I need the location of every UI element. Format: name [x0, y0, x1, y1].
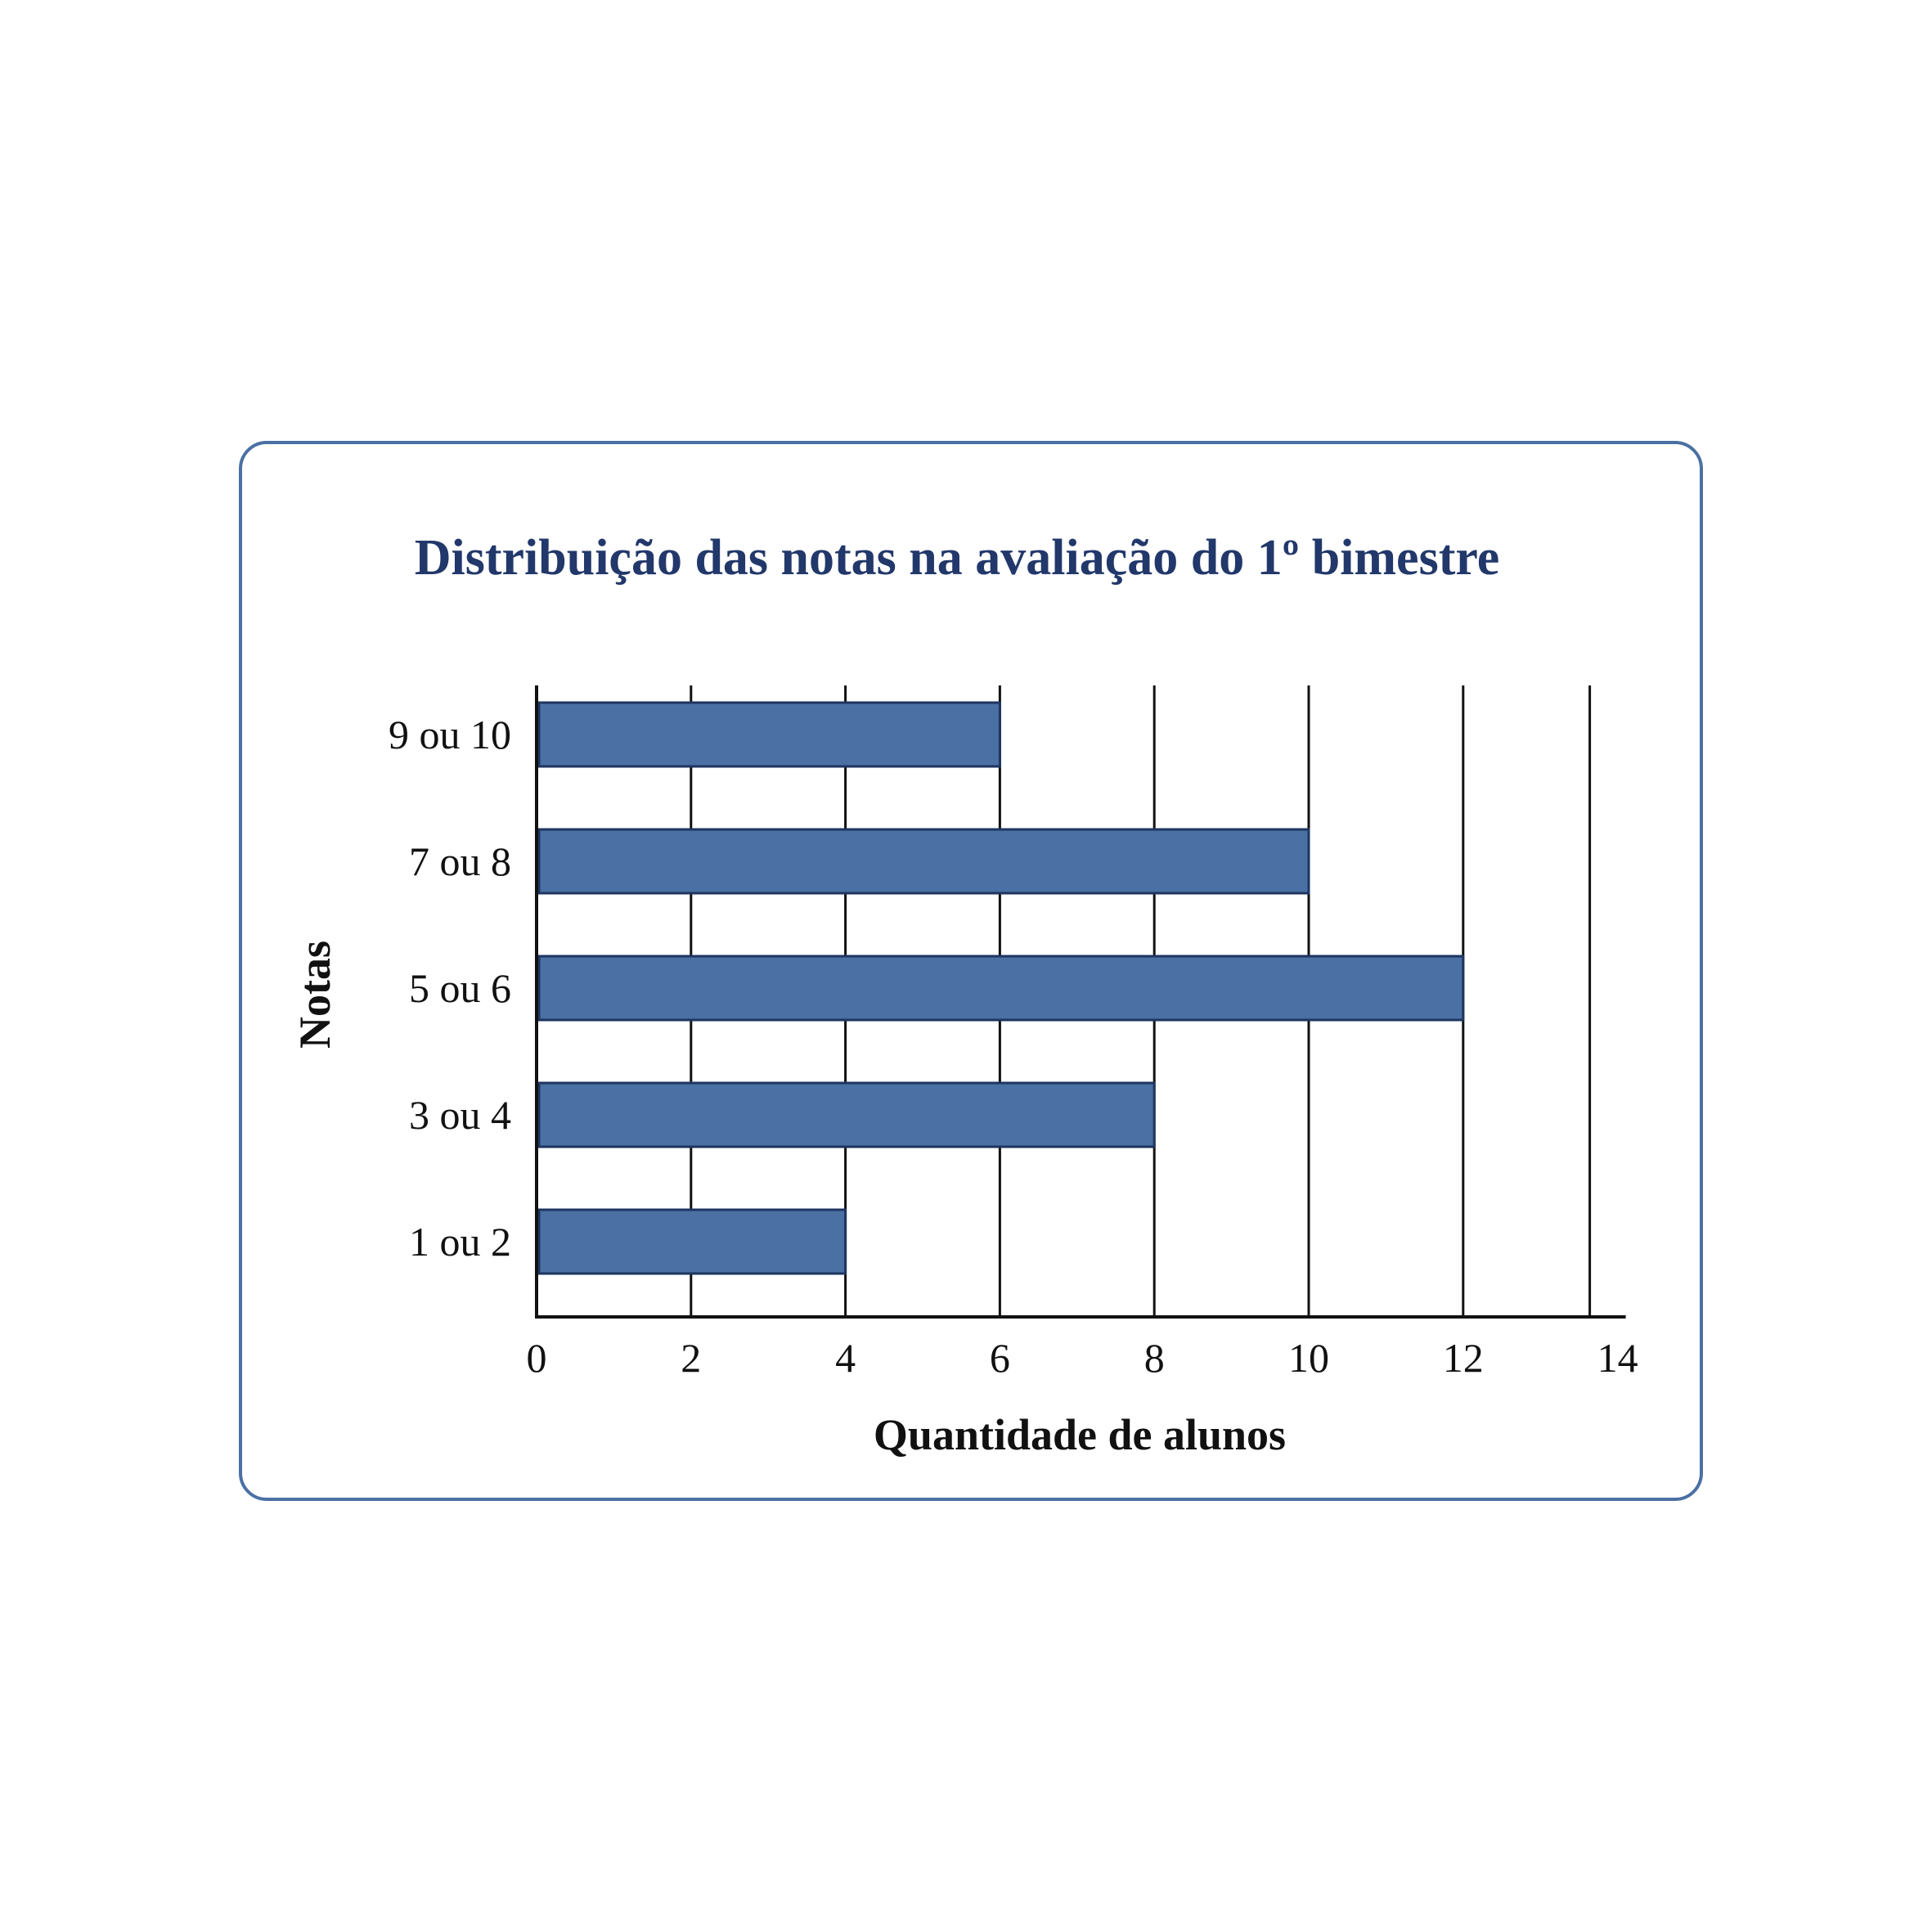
bar-4 — [537, 701, 1001, 768]
bar-2 — [537, 955, 1465, 1022]
y-axis-title: Notas — [290, 941, 339, 1049]
x-tick-label: 10 — [1288, 1335, 1329, 1381]
y-tick-label: 1 ou 2 — [409, 1219, 511, 1265]
x-tick-label: 8 — [1144, 1335, 1165, 1381]
bar-0 — [537, 1208, 847, 1275]
x-axis-title: Quantidade de alunos — [874, 1410, 1286, 1459]
axes — [535, 685, 1626, 1319]
y-tick-label: 3 ou 4 — [409, 1092, 511, 1138]
x-tick-label: 14 — [1597, 1335, 1638, 1381]
chart-title: Distribuição das notas na avaliação do 1… — [415, 530, 1500, 586]
y-tick-labels: 1 ou 2 3 ou 4 5 ou 6 7 ou 8 9 ou 10 — [389, 712, 511, 1265]
x-tick-label: 0 — [527, 1335, 547, 1381]
bar-1 — [537, 1081, 1156, 1148]
x-tick-label: 2 — [681, 1335, 701, 1381]
bar-3 — [537, 828, 1310, 895]
x-tick-label: 6 — [990, 1335, 1010, 1381]
y-tick-label: 7 ou 8 — [409, 838, 511, 884]
y-tick-label: 5 ou 6 — [409, 965, 511, 1011]
bars — [537, 701, 1465, 1275]
x-tick-labels: 0 2 4 6 8 10 12 14 — [527, 1335, 1638, 1381]
x-tick-label: 12 — [1443, 1335, 1484, 1381]
x-tick-label: 4 — [835, 1335, 856, 1381]
y-tick-label: 9 ou 10 — [389, 712, 511, 757]
